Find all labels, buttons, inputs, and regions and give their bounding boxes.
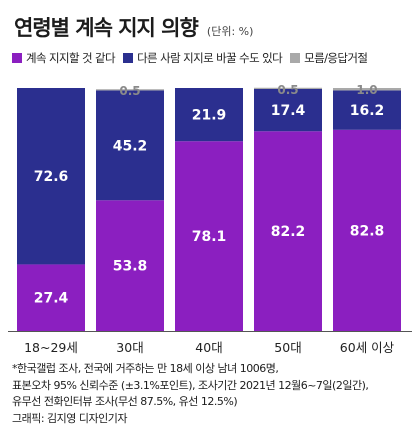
data-label-2-3: 21.9 bbox=[192, 108, 227, 124]
bar-segment-2-3 bbox=[175, 88, 243, 142]
legend: 계속 지지할 것 같다 다른 사람 지지로 바꿀 수도 있다 모름/응답거절 bbox=[12, 50, 372, 66]
note-line-1: *한국갤럽 조사, 전국에 거주하는 만 18세 이상 남녀 1006명, bbox=[12, 362, 279, 375]
bar-segment-2-5 bbox=[333, 90, 401, 130]
note-line-4: 그래픽: 김지영 디자인기자 bbox=[12, 411, 128, 425]
legend-label-switch: 다른 사람 지지로 바꿀 수도 있다 bbox=[137, 51, 283, 65]
bar-segment-2-1 bbox=[17, 88, 85, 265]
legend-label-continue: 계속 지지할 것 같다 bbox=[26, 51, 116, 65]
category-label-2: 30대 bbox=[116, 340, 143, 355]
legend-item-continue: 계속 지지할 것 같다 bbox=[12, 50, 116, 66]
legend-swatch-continue bbox=[12, 53, 22, 63]
bar-segment-2-2 bbox=[96, 90, 164, 201]
stacked-bar-chart: 27.4 72.6 18~29세 53.8 45.2 0.5 30대 78.1 21.9 40대 8… bbox=[8, 83, 412, 355]
category-label-3: 40대 bbox=[195, 340, 222, 355]
bar-segment-2-4 bbox=[254, 88, 322, 132]
data-label-3-4: 0.5 bbox=[277, 83, 298, 97]
data-label-3-2: 0.5 bbox=[119, 84, 140, 98]
data-label-2-2: 45.2 bbox=[113, 138, 148, 154]
legend-item-unknown: 모름/응답거절 bbox=[290, 50, 368, 66]
legend-item-switch: 다른 사람 지지로 바꿀 수도 있다 bbox=[123, 50, 283, 66]
data-label-1-5: 82.8 bbox=[350, 223, 385, 239]
source-notes: *한국갤럽 조사, 전국에 거주하는 만 18세 이상 남녀 1006명, 표본… bbox=[12, 361, 369, 427]
data-label-1-1: 27.4 bbox=[34, 291, 69, 307]
bar-segment-3-5 bbox=[333, 88, 401, 91]
data-label-1-3: 78.1 bbox=[192, 229, 227, 245]
data-label-2-4: 17.4 bbox=[271, 103, 306, 119]
note-line-3: 유무선 전화인터뷰 조사(무선 87.5%, 유선 12.5%) bbox=[12, 395, 238, 409]
bar-segment-1-5 bbox=[333, 129, 401, 331]
bar-segment-3-2 bbox=[96, 89, 164, 91]
data-label-2-5: 16.2 bbox=[350, 103, 385, 119]
data-label-1-2: 53.8 bbox=[113, 259, 148, 275]
chart-title: 연령별 계속 지지 의향 bbox=[14, 16, 199, 40]
unit-label: (단위: %) bbox=[206, 25, 254, 38]
bar-segment-1-2 bbox=[96, 200, 164, 331]
legend-label-unknown: 모름/응답거절 bbox=[304, 51, 368, 65]
data-label-3-5: 1.0 bbox=[356, 83, 377, 97]
bar-segment-1-1 bbox=[17, 264, 85, 331]
legend-swatch-unknown bbox=[290, 53, 301, 63]
category-label-1: 18~29세 bbox=[24, 340, 78, 355]
title-row: 연령별 계속 지지 의향 (단위: %) bbox=[14, 12, 253, 42]
bar-segment-1-3 bbox=[175, 141, 243, 331]
legend-swatch-switch bbox=[123, 53, 134, 63]
bar-segment-3-4 bbox=[254, 87, 322, 89]
category-label-5: 60세 이상 bbox=[340, 340, 395, 355]
bar-segment-1-4 bbox=[254, 131, 322, 331]
data-label-1-4: 82.2 bbox=[271, 224, 306, 240]
category-label-4: 50대 bbox=[274, 340, 301, 355]
data-label-2-1: 72.6 bbox=[34, 169, 69, 185]
note-line-2: 표본오차 95% 신뢰수준 (±3.1%포인트), 조사기간 2021년 12월… bbox=[12, 378, 369, 392]
